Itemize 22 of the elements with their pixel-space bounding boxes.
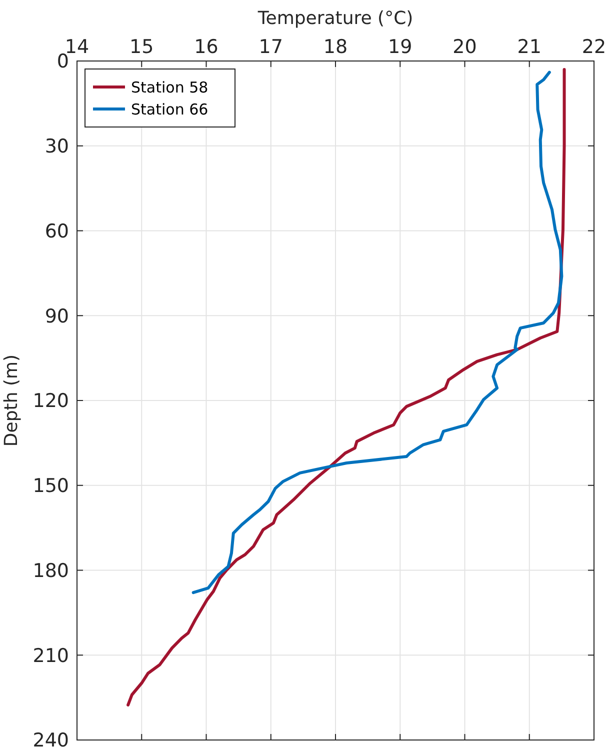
x-axis-title: Temperature (°C) <box>256 8 414 29</box>
y-tick-label: 120 <box>32 390 69 412</box>
x-tick-label: 17 <box>258 36 283 58</box>
x-tick-label: 22 <box>582 36 606 58</box>
x-tick-label: 20 <box>452 36 477 58</box>
x-tick-label: 16 <box>194 36 218 58</box>
x-tick-label: 21 <box>517 36 542 58</box>
y-tick-label: 210 <box>32 644 69 667</box>
line-series <box>126 68 566 706</box>
x-tick-label: 19 <box>388 36 412 58</box>
line-series <box>192 70 564 594</box>
x-tick-label: 15 <box>130 36 154 58</box>
y-axis-title: Depth (m) <box>1 354 22 447</box>
legend-label: Station 58 <box>131 78 208 96</box>
y-tick-label: 240 <box>32 730 69 752</box>
y-tick-label: 180 <box>32 560 69 582</box>
y-tick-label: 90 <box>44 305 69 328</box>
y-tick-label: 60 <box>44 220 69 242</box>
x-tick-label: 18 <box>323 36 348 58</box>
y-tick-label: 30 <box>44 136 69 158</box>
legend-label: Station 66 <box>131 100 208 118</box>
y-tick-label: 150 <box>32 475 69 498</box>
